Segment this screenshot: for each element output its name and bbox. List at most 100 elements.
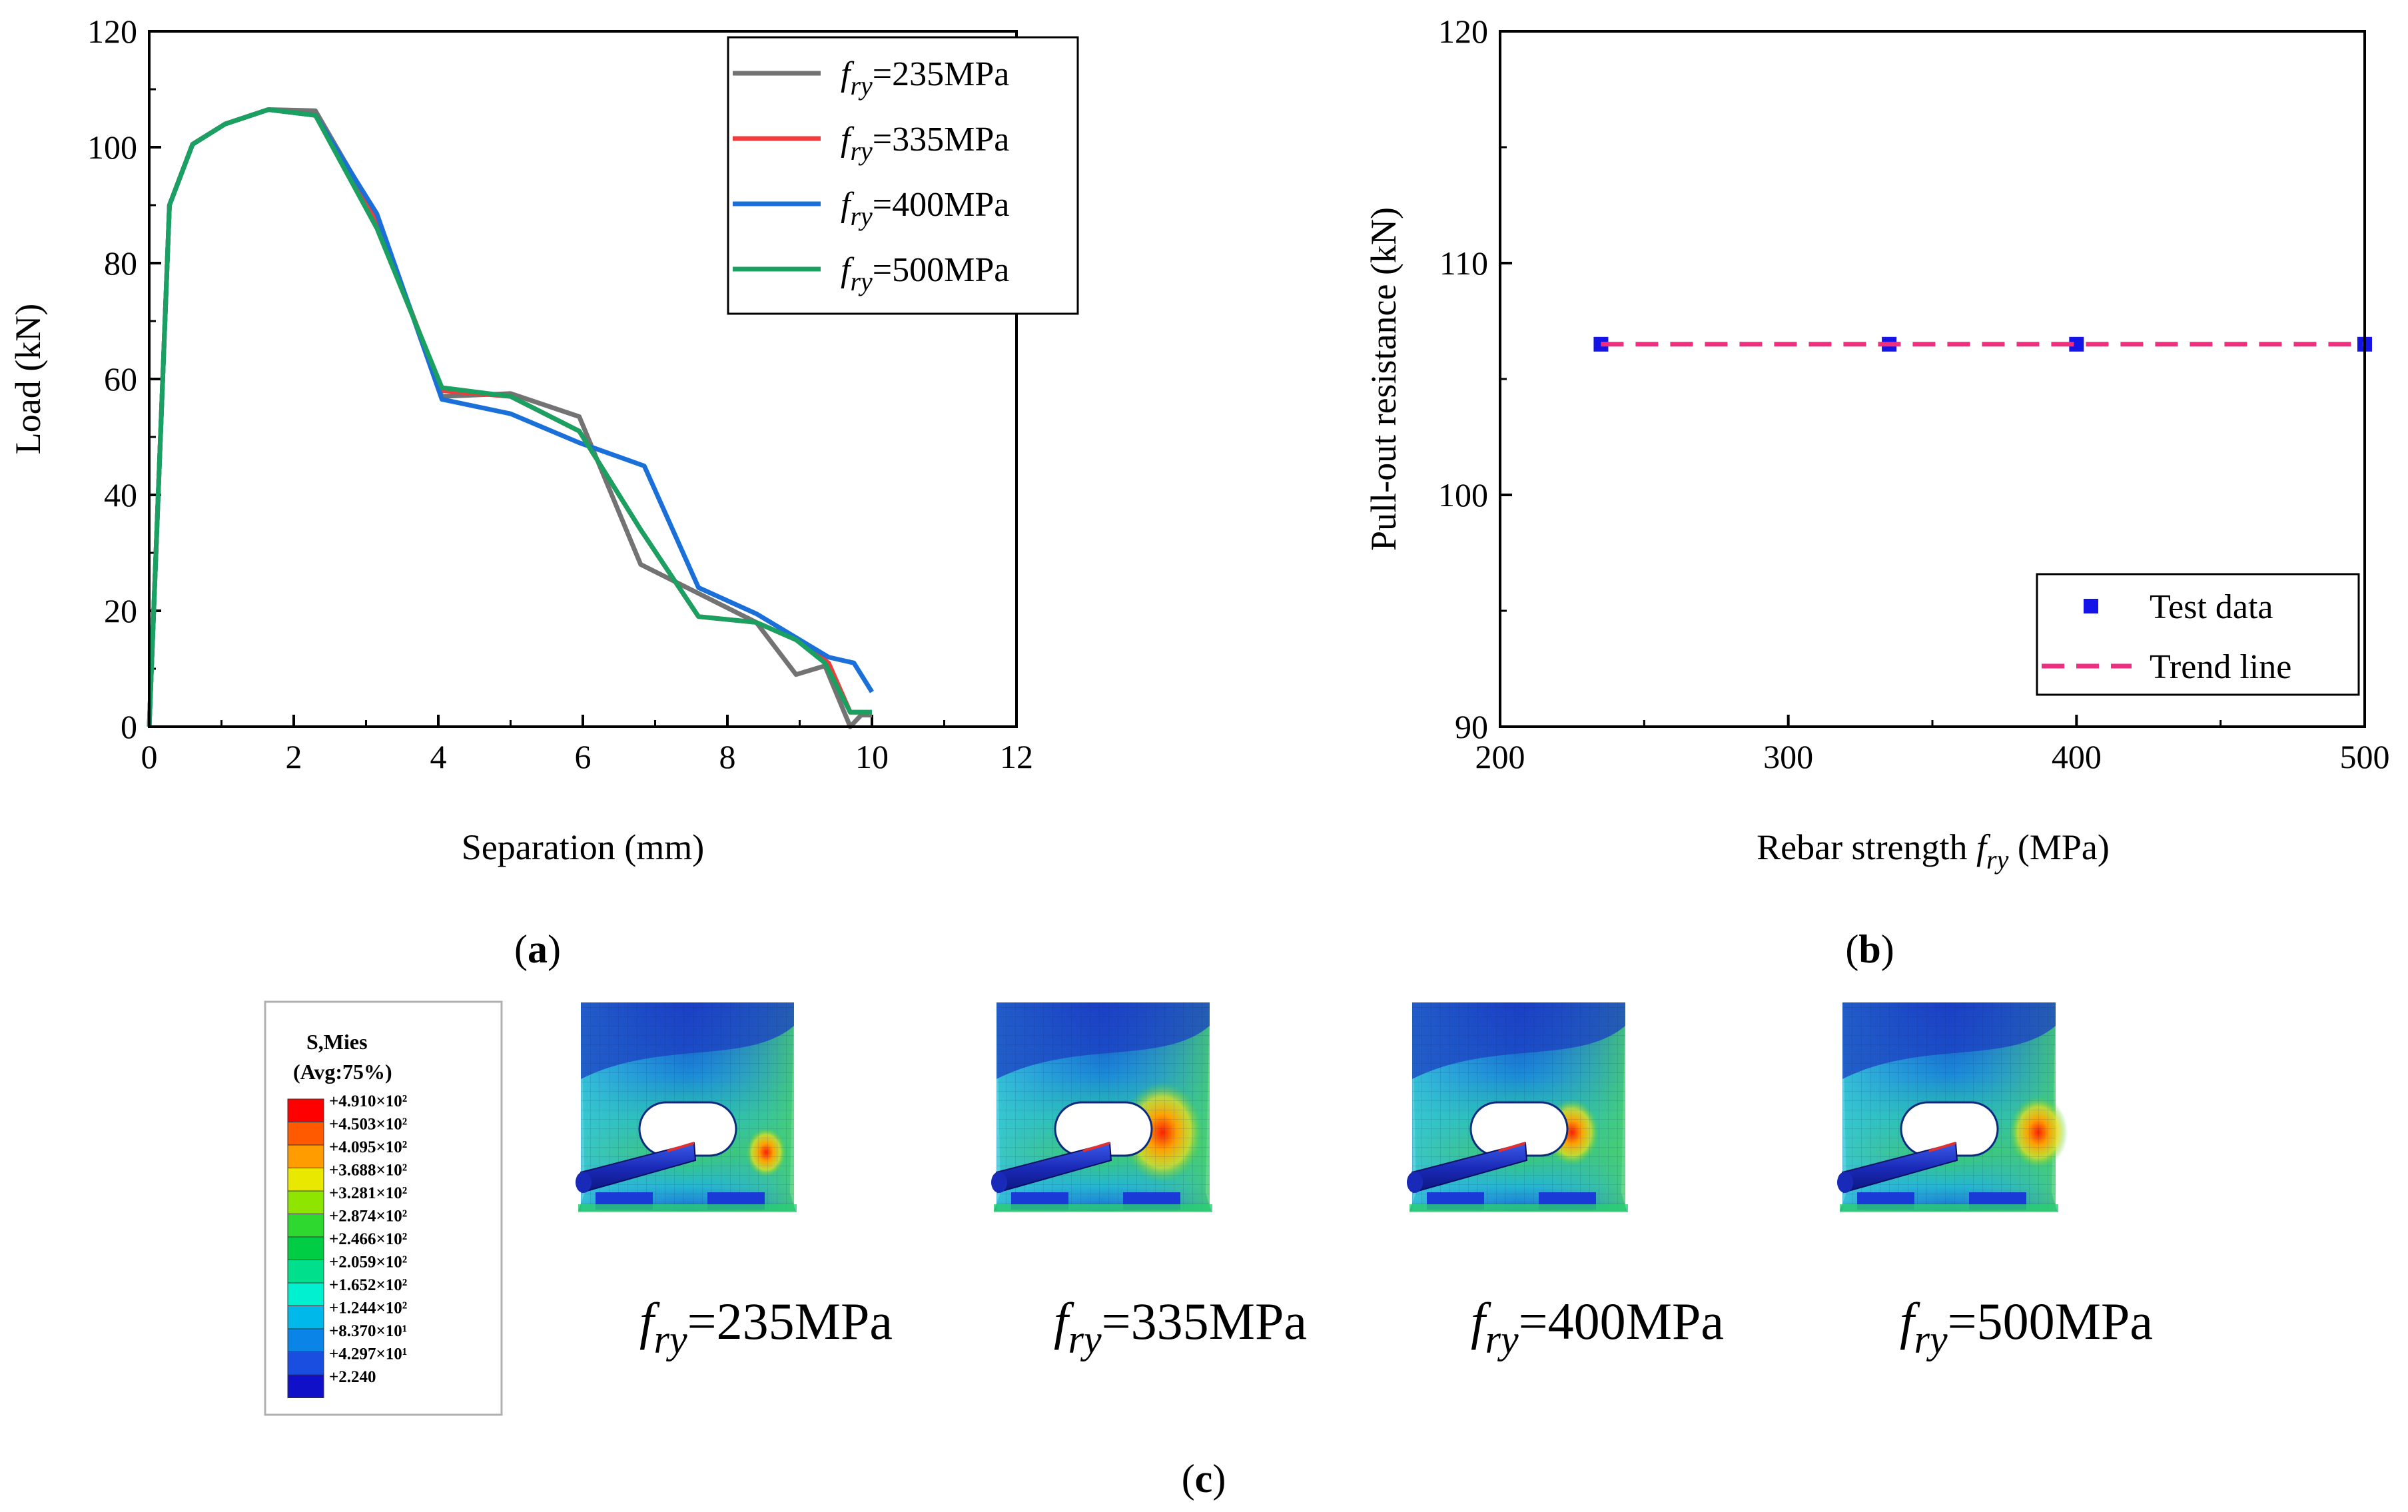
fe-model-label-1: fry=235MPa: [639, 1292, 893, 1361]
chart-a-xlabel: Separation (mm): [462, 827, 704, 867]
contour-legend-value: +2.240: [329, 1368, 376, 1386]
chart-b-series: [1593, 336, 2372, 352]
contour-legend-swatch: [287, 1282, 324, 1306]
panel-label-b: (b): [1845, 927, 1894, 971]
chart-b-ylabel: Pull-out resistance (kN): [1364, 207, 1404, 551]
contour-legend-value: +4.297×10¹: [329, 1345, 407, 1363]
contour-legend-swatch: [287, 1144, 324, 1168]
chart-b-legend-box: [2036, 573, 2360, 696]
contour-legend-value: +8.370×10¹: [329, 1322, 407, 1340]
contour-legend-swatch: [287, 1214, 324, 1238]
chart-a-ytick-label: 100: [87, 129, 137, 166]
chart-a-ytick-label: 0: [121, 708, 137, 745]
chart-a-xtick-label: 0: [141, 738, 158, 775]
chart-a-ytick-label: 40: [104, 476, 137, 514]
chart-a-frame: [148, 30, 1018, 728]
fe-model-2: [991, 1002, 1212, 1212]
contour-legend-swatch: [287, 1168, 324, 1192]
chart-b-legend: Test data Trend line: [2036, 573, 2360, 696]
fe-model-3: [1407, 1002, 1628, 1212]
fe-rebar-end: [1407, 1172, 1423, 1193]
chart-a-ytick-label: 120: [87, 13, 137, 50]
chart-b-pullout-resistance: 200 300 400 500 90 100 110 120 Rebar strength f…: [1364, 13, 2390, 971]
contour-legend-swatch: [287, 1098, 324, 1122]
chart-a-legend-label-2: fry=335MPa: [841, 121, 1009, 166]
chart-b-legend-label-trend: Trend line: [2150, 648, 2291, 686]
contour-legend-swatch: [287, 1374, 324, 1398]
chart-a-legend-label-1: fry=235MPa: [841, 55, 1009, 101]
chart-b-point: [2069, 336, 2084, 352]
contour-legend-value: +2.059×10²: [329, 1254, 407, 1272]
contour-legend-swatch: [287, 1190, 324, 1214]
fe-base-strip: [1840, 1204, 2058, 1212]
chart-b-frame: [1499, 30, 2366, 728]
fe-rebar-stress-band: [1082, 1142, 1110, 1152]
contour-legend-title: S,Mies: [306, 1030, 368, 1054]
contour-legend-value: +4.095×10²: [329, 1138, 407, 1156]
fe-model-label-3: fry=400MPa: [1471, 1292, 1724, 1361]
chart-a-legend: fry=235MPa fry=335MPa fry=400MPa fry=500MPa: [727, 36, 1079, 315]
chart-b-ytick-label: 110: [1439, 244, 1488, 282]
chart-a-xtick-label: 10: [855, 738, 889, 775]
chart-a-xtick-label: 12: [1000, 738, 1033, 775]
chart-a-ytick-label: 60: [104, 360, 137, 398]
fe-base-strip: [994, 1204, 1212, 1212]
chart-a-legend-label-4: fry=500MPa: [841, 251, 1009, 296]
chart-b-xtick-label: 400: [2052, 738, 2102, 775]
contour-legend: S,Mies (Avg:75%) +4.910×10²+4.503×10²+4.…: [264, 1000, 503, 1416]
chart-a-xtick-label: 8: [719, 738, 736, 775]
contour-legend-swatch: [287, 1260, 324, 1284]
contour-legend-value: +1.244×10²: [329, 1300, 407, 1318]
contour-legend-swatch: [287, 1351, 324, 1375]
contour-legend-swatch: [287, 1122, 324, 1146]
contour-legend-value: +4.910×10²: [329, 1092, 407, 1110]
fe-rebar-stress-band: [667, 1142, 695, 1152]
panel-label-a: (a): [514, 927, 561, 971]
chart-b-xlabel: Rebar strength fry (MPa): [1757, 827, 2110, 875]
contour-models: fry=235MPa fry=335MPa fry=400MPa fry=500MPa: [576, 1002, 2153, 1361]
chart-b-ytick-label: 120: [1438, 13, 1488, 50]
contour-legend-value: +4.503×10²: [329, 1116, 407, 1134]
chart-a-xtick-label: 2: [286, 738, 302, 775]
chart-a-ylabel: Load (kN): [8, 304, 48, 454]
fe-base-strip: [578, 1204, 797, 1212]
fe-model-1: [576, 1002, 797, 1212]
fe-rebar-end: [991, 1172, 1007, 1193]
fe-rebar-stress-band: [1928, 1142, 1956, 1152]
contour-legend-swatch: [287, 1236, 324, 1260]
contour-legend-value: +1.652×10²: [329, 1276, 407, 1294]
contour-legend-value: +3.688×10²: [329, 1162, 407, 1180]
chart-a-legend-label-3: fry=400MPa: [841, 186, 1009, 231]
contour-legend-value: +2.466×10²: [329, 1230, 407, 1248]
chart-a-xtick-label: 4: [430, 738, 447, 775]
fe-model-label-4: fry=500MPa: [1900, 1292, 2153, 1361]
fe-model-label-2: fry=335MPa: [1054, 1292, 1307, 1361]
chart-a-xtick-label: 6: [575, 738, 592, 775]
chart-b-ytick-label: 90: [1455, 708, 1488, 745]
fe-rebar-end: [1837, 1172, 1853, 1193]
contour-legend-value: +2.874×10²: [329, 1208, 407, 1226]
fe-rebar-end: [576, 1172, 592, 1193]
chart-b-ytick-label: 100: [1438, 476, 1488, 514]
chart-a-series: [147, 107, 874, 729]
contour-legend-swatch: [287, 1306, 324, 1329]
chart-a-ytick-label: 80: [104, 244, 137, 282]
chart-b-xtick-label: 200: [1475, 738, 1525, 775]
contour-legend-value: +3.281×10²: [329, 1184, 407, 1202]
chart-b-ticks: 200 300 400 500 90 100 110 120: [1438, 13, 2390, 775]
fe-base-strip: [1409, 1204, 1628, 1212]
contour-legend-scale: +4.910×10² +4.503×10² +4.095×10² +3.688×10²…: [287, 1092, 407, 1398]
chart-a-ytick-label: 20: [104, 592, 137, 629]
contour-legend-subtitle: (Avg:75%): [293, 1060, 392, 1084]
panel-label-c: (c): [1182, 1457, 1226, 1501]
chart-b-legend-label-points: Test data: [2150, 588, 2273, 626]
chart-b-legend-marker-points: [2084, 599, 2098, 613]
contour-legend-swatch: [287, 1328, 324, 1352]
chart-b-xtick-label: 500: [2340, 738, 2390, 775]
chart-b-xtick-label: 300: [1763, 738, 1813, 775]
chart-a-series-line-4: [147, 107, 872, 727]
fe-rebar-stress-band: [1498, 1142, 1526, 1152]
